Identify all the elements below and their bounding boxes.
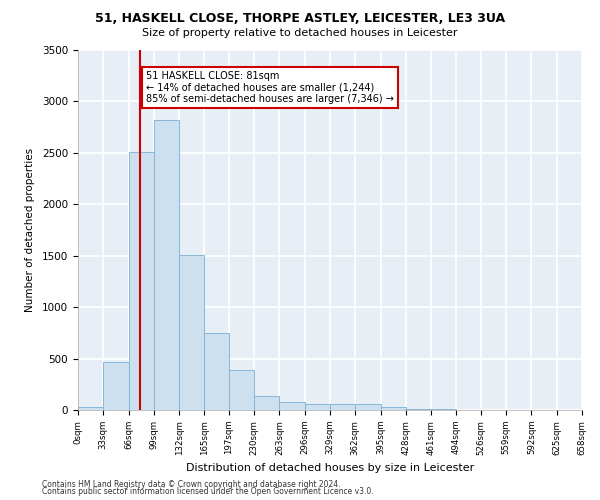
Bar — [380, 407, 406, 410]
Text: Contains public sector information licensed under the Open Government Licence v3: Contains public sector information licen… — [42, 488, 374, 496]
Bar — [205, 334, 229, 410]
Bar — [103, 362, 128, 410]
Text: Contains HM Land Registry data © Crown copyright and database right 2024.: Contains HM Land Registry data © Crown c… — [42, 480, 341, 489]
Bar — [355, 404, 380, 410]
Bar — [305, 404, 330, 410]
Bar — [128, 152, 154, 410]
Bar — [78, 408, 103, 410]
Bar — [179, 254, 205, 410]
Bar — [330, 404, 355, 410]
Bar — [254, 396, 280, 410]
Bar — [406, 409, 431, 410]
Text: Size of property relative to detached houses in Leicester: Size of property relative to detached ho… — [142, 28, 458, 38]
Bar — [280, 402, 305, 410]
Bar — [154, 120, 179, 410]
X-axis label: Distribution of detached houses by size in Leicester: Distribution of detached houses by size … — [186, 463, 474, 473]
Text: 51, HASKELL CLOSE, THORPE ASTLEY, LEICESTER, LE3 3UA: 51, HASKELL CLOSE, THORPE ASTLEY, LEICES… — [95, 12, 505, 26]
Text: 51 HASKELL CLOSE: 81sqm
← 14% of detached houses are smaller (1,244)
85% of semi: 51 HASKELL CLOSE: 81sqm ← 14% of detache… — [146, 70, 394, 104]
Y-axis label: Number of detached properties: Number of detached properties — [25, 148, 35, 312]
Bar — [229, 370, 254, 410]
